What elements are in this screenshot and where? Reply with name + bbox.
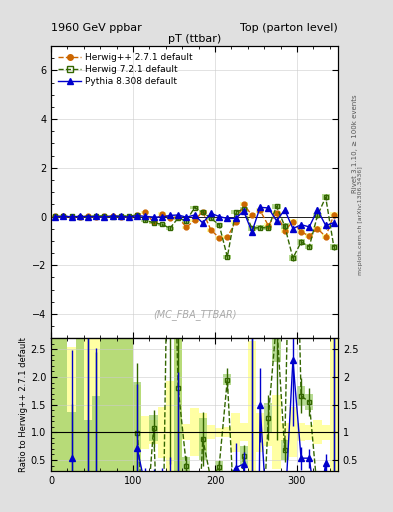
Text: (MC_FBA_TTBAR): (MC_FBA_TTBAR) <box>153 309 236 321</box>
Legend: Herwig++ 2.7.1 default, Herwig 7.2.1 default, Pythia 8.308 default: Herwig++ 2.7.1 default, Herwig 7.2.1 def… <box>55 51 196 89</box>
Text: Top (parton level): Top (parton level) <box>240 23 338 33</box>
Text: mcplots.cern.ch [arXiv:1306.3436]: mcplots.cern.ch [arXiv:1306.3436] <box>358 166 363 274</box>
Title: pT (ttbar): pT (ttbar) <box>168 34 221 44</box>
Y-axis label: Ratio to Herwig++ 2.7.1 default: Ratio to Herwig++ 2.7.1 default <box>19 337 28 472</box>
Text: 1960 GeV ppbar: 1960 GeV ppbar <box>51 23 142 33</box>
Text: Rivet 3.1.10, ≥ 100k events: Rivet 3.1.10, ≥ 100k events <box>352 94 358 193</box>
